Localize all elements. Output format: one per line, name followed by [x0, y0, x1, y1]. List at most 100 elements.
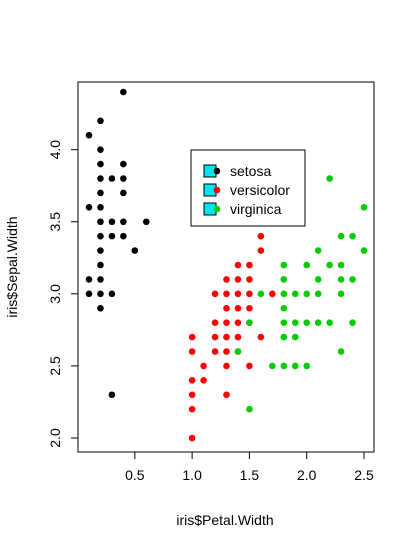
data-point [223, 348, 230, 355]
data-point [303, 290, 311, 298]
data-point [280, 276, 288, 283]
data-point [97, 218, 104, 226]
x-tick-label: 2.0 [297, 467, 317, 483]
legend-marker [213, 167, 221, 175]
data-point [291, 333, 299, 341]
data-point [85, 290, 93, 298]
data-point [326, 175, 333, 182]
data-point [246, 276, 253, 283]
y-tick-label: 2.0 [47, 428, 63, 448]
data-point [223, 290, 230, 298]
data-point [85, 204, 93, 211]
data-point [269, 290, 276, 298]
data-point [280, 304, 288, 312]
data-point [303, 261, 311, 269]
data-point [360, 247, 368, 254]
data-point [349, 276, 356, 283]
data-point [200, 362, 207, 370]
data-point [280, 362, 288, 370]
data-point [97, 304, 104, 312]
legend-label: setosa [230, 163, 271, 179]
data-point [108, 175, 116, 182]
data-point [280, 333, 288, 341]
x-axis: 0.5 1.0 1.5 2.0 2.5 [125, 451, 374, 483]
data-point [326, 319, 333, 326]
data-point [97, 189, 104, 197]
data-point [234, 261, 242, 269]
data-point [211, 333, 219, 341]
data-point [246, 362, 253, 370]
x-tick-label: 1.5 [240, 467, 260, 483]
data-point [246, 405, 253, 413]
data-point [234, 304, 242, 312]
data-point [120, 175, 127, 182]
series-setosa [85, 88, 150, 399]
data-point [188, 377, 196, 384]
x-tick-label: 2.5 [354, 467, 374, 483]
data-point [188, 391, 196, 399]
data-point [97, 204, 104, 211]
series-versicolor [188, 232, 276, 442]
data-point [97, 261, 104, 269]
data-point [223, 319, 230, 326]
data-point [257, 333, 265, 341]
data-point [314, 319, 322, 326]
data-point [211, 348, 219, 355]
data-point [97, 276, 104, 283]
data-point [291, 362, 299, 370]
data-point [108, 218, 116, 226]
legend-marker [213, 186, 221, 194]
data-point [337, 290, 345, 298]
data-point [97, 175, 104, 182]
data-point [326, 261, 333, 269]
data-point [188, 333, 196, 341]
data-point [223, 362, 230, 370]
data-point [234, 348, 242, 355]
y-axis: 2.0 2.5 3.0 3.5 4.0 [47, 140, 79, 448]
data-point [360, 204, 368, 211]
legend-item: setosa [203, 163, 271, 179]
data-point [303, 362, 311, 370]
data-point [108, 290, 116, 298]
y-tick-label: 3.5 [47, 212, 63, 232]
data-point [120, 189, 127, 197]
data-point [188, 405, 196, 413]
x-tick-label: 1.0 [182, 467, 202, 483]
data-point [200, 377, 207, 384]
data-point [142, 218, 150, 226]
data-point [108, 232, 116, 240]
data-point [211, 290, 219, 298]
data-point [97, 146, 104, 153]
data-point [234, 276, 242, 283]
data-point [223, 304, 230, 312]
y-tick-label: 4.0 [47, 140, 63, 160]
legend-item: versicolor [203, 182, 290, 198]
data-point [85, 131, 93, 139]
data-point [337, 348, 345, 355]
data-point [188, 434, 196, 442]
y-tick-label: 3.0 [47, 284, 63, 304]
data-point [234, 333, 242, 341]
data-point [97, 290, 104, 298]
data-point [280, 290, 288, 298]
data-point [120, 232, 127, 240]
series-virginica [234, 175, 368, 413]
legend-label: versicolor [230, 182, 290, 198]
data-point [120, 88, 127, 96]
legend-marker [213, 205, 221, 213]
data-point [223, 276, 230, 283]
data-point [280, 261, 288, 269]
data-point [257, 232, 265, 240]
legend-item: virginica [203, 201, 282, 217]
data-point [246, 319, 253, 326]
x-axis-title: iris$Petal.Width [176, 512, 273, 528]
data-point [120, 160, 127, 168]
data-point [337, 276, 345, 283]
data-point [337, 261, 345, 269]
data-point [337, 232, 345, 240]
y-tick-label: 2.5 [47, 356, 63, 376]
data-point [280, 319, 288, 326]
data-point [223, 333, 230, 341]
data-point [291, 290, 299, 298]
data-point [246, 261, 253, 269]
